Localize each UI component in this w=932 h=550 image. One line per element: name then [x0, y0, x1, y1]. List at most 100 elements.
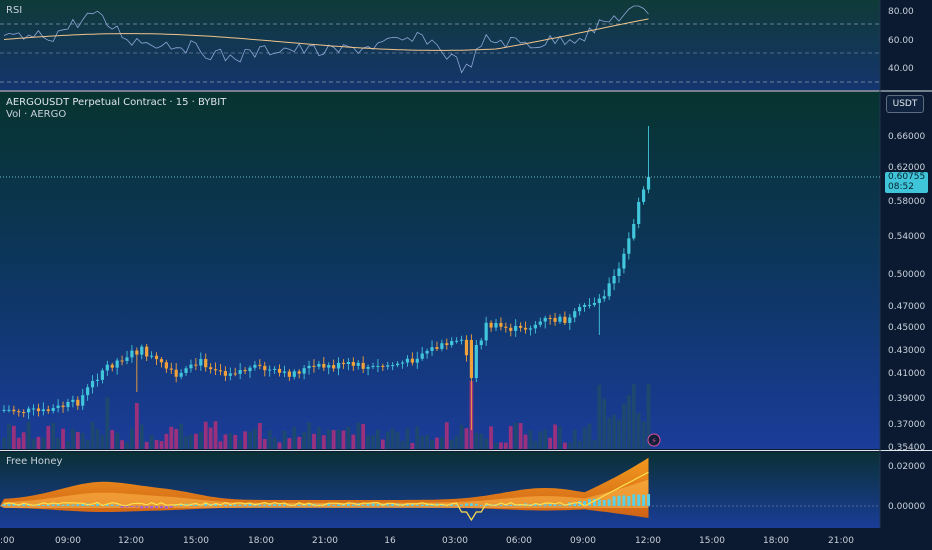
volume-bar — [7, 423, 11, 449]
honey-histogram-bar — [351, 504, 355, 506]
volume-bar — [538, 431, 543, 449]
volume-bar — [302, 432, 307, 449]
volume-bar — [198, 432, 203, 449]
rsi-panel[interactable] — [0, 0, 880, 90]
volume-bar — [415, 426, 420, 449]
candle-body — [253, 364, 257, 368]
honey-histogram-bar — [341, 504, 345, 506]
price-tick-label: 0.54000 — [888, 232, 925, 242]
volume-bar — [46, 425, 51, 449]
time-scale[interactable] — [0, 528, 932, 550]
volume-label[interactable]: Vol · AERGO — [6, 109, 67, 120]
honey-histogram-bar — [273, 504, 277, 506]
candle-body — [509, 327, 513, 331]
price-tick-label: 0.41000 — [888, 369, 925, 379]
honey-histogram-bar — [533, 504, 537, 506]
honey-histogram-bar — [612, 496, 616, 506]
candle-body — [154, 355, 159, 360]
price-scale[interactable] — [880, 0, 932, 528]
lightning-icon[interactable] — [647, 433, 661, 447]
candle-body — [582, 304, 587, 307]
candle-body — [430, 347, 434, 351]
volume-bar — [380, 439, 385, 449]
honey-histogram-bar — [125, 506, 129, 508]
honey-histogram-bar — [233, 504, 237, 506]
rsi-ma-line — [3, 18, 649, 51]
volume-bar — [292, 426, 297, 449]
candle-body — [218, 370, 223, 372]
volume-bar — [597, 384, 602, 449]
time-tick-label: 18:00 — [763, 536, 789, 546]
honey-histogram-bar — [592, 498, 596, 506]
honey-histogram-bar — [282, 504, 286, 506]
volume-bar — [193, 433, 198, 449]
volume-bar — [75, 432, 80, 449]
honey-histogram-bar — [366, 503, 370, 506]
volume-bar — [267, 430, 272, 449]
candle-body — [282, 371, 287, 373]
volume-bar — [503, 442, 508, 449]
candle-body — [514, 325, 518, 331]
honey-histogram-bar — [573, 503, 577, 506]
candle-body — [533, 324, 537, 329]
honey-histogram-bar — [460, 504, 464, 506]
candle-body — [578, 306, 582, 312]
volume-bar — [425, 434, 430, 449]
main-panel[interactable] — [0, 92, 880, 449]
candle-body — [12, 409, 16, 412]
honey-histogram-bar — [228, 504, 232, 506]
honey-histogram-bar — [371, 503, 375, 506]
candle-body — [100, 370, 104, 380]
honey-histogram-bar — [617, 495, 621, 506]
volume-bar — [577, 440, 582, 449]
candle-body — [302, 368, 306, 374]
volume-bar — [528, 430, 533, 449]
symbol-title[interactable]: AERGOUSDT Perpetual Contract · 15 · BYBI… — [6, 97, 227, 108]
honey-tick-label: 0.02000 — [888, 462, 925, 472]
candle-body — [592, 302, 596, 305]
honey-histogram-bar — [150, 506, 154, 509]
volume-bar — [51, 422, 56, 449]
volume-bar — [518, 423, 523, 449]
candle-body — [76, 399, 80, 406]
candle-body — [17, 411, 21, 413]
honey-histogram-bar — [346, 504, 350, 506]
volume-bar — [326, 429, 331, 449]
volume-bar — [134, 403, 139, 449]
volume-bar — [115, 432, 120, 449]
volume-bar — [454, 435, 459, 449]
volume-bar — [646, 384, 651, 449]
candle-body — [135, 350, 139, 355]
currency-button[interactable]: USDT — [886, 95, 924, 113]
volume-bar — [144, 441, 149, 449]
volume-bar — [218, 441, 223, 449]
price-tick-label: 0.45000 — [888, 323, 925, 333]
volume-bar — [282, 430, 287, 449]
candle-body — [22, 412, 26, 414]
candle-body — [125, 357, 129, 361]
honey-histogram-bar — [622, 495, 626, 506]
volume-bar — [238, 439, 243, 449]
candle-body — [71, 399, 75, 402]
volume-bar — [385, 431, 390, 449]
volume-bar — [307, 422, 311, 449]
honey-histogram-bar — [410, 503, 414, 506]
volume-bar — [316, 427, 321, 449]
candle-body — [258, 364, 262, 366]
candle-body — [277, 368, 282, 373]
candle-body — [602, 296, 606, 299]
candle-body — [292, 371, 296, 377]
candle-body — [31, 408, 36, 410]
price-tick-label: 0.43000 — [888, 346, 925, 356]
honey-histogram-bar — [258, 504, 262, 506]
honey-histogram-bar — [509, 504, 513, 506]
candle-body — [400, 362, 405, 364]
candle-body — [558, 316, 562, 322]
volume-bar — [508, 426, 513, 449]
volume-bar — [95, 428, 100, 449]
time-tick-label: 18:00 — [248, 536, 274, 546]
candle-body — [528, 328, 533, 330]
candle-body — [420, 353, 424, 359]
honey-histogram-bar — [632, 494, 636, 506]
